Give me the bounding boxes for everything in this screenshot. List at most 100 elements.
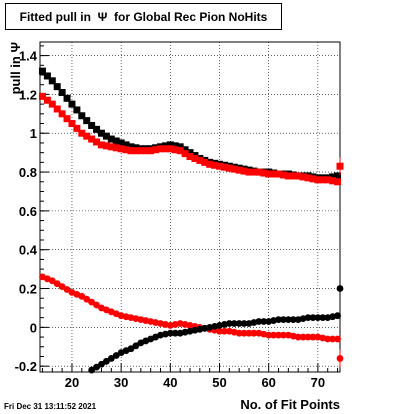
data-point xyxy=(250,168,258,176)
data-point xyxy=(132,147,140,155)
y-tick-label: 0 xyxy=(30,320,37,335)
data-point xyxy=(299,173,307,181)
data-point xyxy=(221,327,228,335)
data-point xyxy=(206,160,214,168)
data-point xyxy=(186,149,194,157)
data-point xyxy=(88,366,96,374)
data-point xyxy=(78,292,86,300)
data-point xyxy=(280,316,287,323)
data-point xyxy=(250,329,258,337)
x-tick-label: 20 xyxy=(65,375,79,390)
data-point xyxy=(314,176,322,184)
data-point xyxy=(38,67,46,75)
data-point xyxy=(336,355,344,362)
data-point xyxy=(336,162,344,170)
data-point xyxy=(117,139,125,147)
data-point xyxy=(48,100,56,108)
data-point xyxy=(216,162,224,170)
data-point xyxy=(265,331,273,339)
data-point xyxy=(88,135,96,143)
data-point xyxy=(78,129,86,137)
data-point xyxy=(191,154,199,162)
data-point xyxy=(38,92,46,100)
data-point xyxy=(166,329,174,337)
data-point xyxy=(127,147,135,155)
data-point xyxy=(294,333,302,341)
data-point xyxy=(336,285,344,292)
data-point xyxy=(147,147,155,155)
data-point xyxy=(93,138,101,146)
grid xyxy=(40,42,340,372)
data-point xyxy=(58,88,66,96)
y-tick-label: 0.8 xyxy=(19,165,37,180)
data-point xyxy=(58,283,66,290)
data-point xyxy=(240,329,248,337)
data-point xyxy=(230,320,238,327)
data-point xyxy=(334,172,342,180)
data-point xyxy=(260,318,268,325)
data-point xyxy=(166,145,174,153)
data-point xyxy=(176,147,184,155)
data-point xyxy=(304,333,312,341)
data-point xyxy=(83,117,91,125)
y-axis-label: pull in Ψ xyxy=(8,42,23,94)
data-point xyxy=(196,156,204,164)
data-point xyxy=(93,363,100,371)
data-point xyxy=(97,141,105,149)
data-point xyxy=(265,170,273,178)
data-point xyxy=(240,320,248,327)
data-point xyxy=(73,124,81,132)
y-tick-label: 0.2 xyxy=(19,282,37,297)
data-point xyxy=(181,150,189,158)
data-point xyxy=(216,327,223,335)
y-tick-label: 0.6 xyxy=(19,204,37,219)
data-point xyxy=(289,172,297,180)
data-point xyxy=(255,168,263,176)
data-point xyxy=(220,163,228,171)
data-point xyxy=(270,170,278,178)
data-point xyxy=(284,172,292,180)
data-point xyxy=(88,298,96,306)
chart-title: Fitted pull in Ψ for Global Rec Pion NoH… xyxy=(5,3,282,30)
data-point xyxy=(260,169,268,177)
data-point xyxy=(152,146,160,154)
data-point xyxy=(63,286,71,293)
data-point xyxy=(102,357,110,365)
data-point xyxy=(73,106,81,114)
data-point xyxy=(186,153,194,161)
timestamp: Fri Dec 31 13:11:52 2021 xyxy=(4,402,97,411)
data-point xyxy=(112,352,120,359)
data-point xyxy=(324,176,332,184)
data-point xyxy=(48,277,56,285)
data-point xyxy=(68,100,76,108)
data-point xyxy=(309,333,317,341)
data-point xyxy=(107,143,115,151)
data-point xyxy=(83,132,91,140)
data-point xyxy=(127,143,135,151)
data-point xyxy=(122,141,130,149)
data-point xyxy=(43,96,51,104)
data-point xyxy=(43,72,51,80)
data-point xyxy=(289,316,297,323)
data-point xyxy=(319,314,327,322)
axis-ticks: 20 30 40 50 60 70 -0.2 0 0.2 0.4 0.6 0.8 1 1.2 1.4 xyxy=(15,45,339,390)
y-tick-label: 0.4 xyxy=(19,243,38,258)
x-tick-label: 40 xyxy=(163,375,177,390)
data-point xyxy=(98,360,105,368)
data-point xyxy=(225,320,233,327)
data-point xyxy=(97,129,105,137)
data-point xyxy=(176,143,184,151)
data-point xyxy=(201,158,209,166)
data-point xyxy=(102,132,110,140)
x-tick-label: 30 xyxy=(114,375,128,390)
data-point xyxy=(230,165,238,173)
data-point xyxy=(334,335,341,343)
data-series xyxy=(38,67,344,374)
data-point xyxy=(53,280,61,288)
data-point xyxy=(161,145,169,153)
data-point xyxy=(93,125,101,133)
data-point xyxy=(304,314,312,322)
data-point xyxy=(63,115,71,123)
data-point xyxy=(275,331,282,339)
data-point xyxy=(211,161,219,169)
